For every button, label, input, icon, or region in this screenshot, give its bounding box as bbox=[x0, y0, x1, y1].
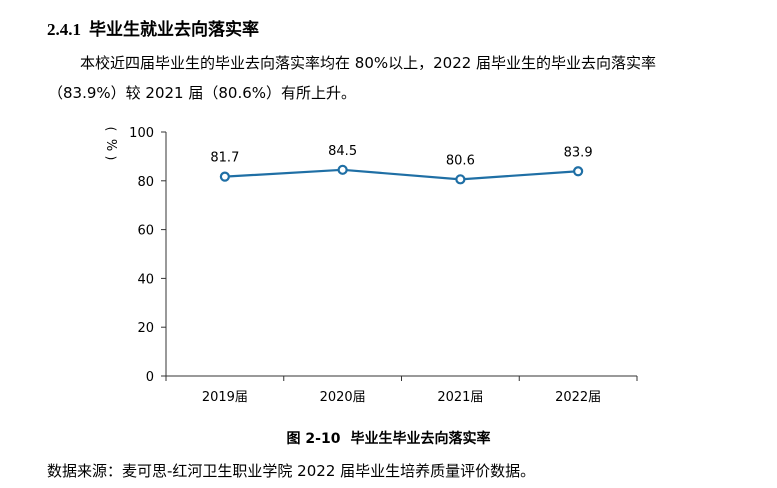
y-tick-label: 60 bbox=[137, 224, 154, 239]
section-number: 2.4.1 bbox=[47, 20, 81, 39]
data-point-marker bbox=[573, 166, 584, 177]
y-tick-label: 0 bbox=[146, 370, 154, 385]
x-axis-ticks: 2019届 2020届 2021届 2022届 bbox=[165, 376, 638, 405]
data-label: 80.6 bbox=[446, 153, 475, 168]
y-tick-label: 40 bbox=[137, 272, 154, 287]
y-axis-label: % bbox=[103, 139, 118, 151]
x-tick-label: 2020届 bbox=[320, 390, 366, 405]
figure-number: 图 2-10 bbox=[286, 431, 341, 447]
y-axis-ticks: 0 20 40 60 80 100 bbox=[129, 126, 166, 385]
y-axis-label-bracket-top: ( bbox=[104, 127, 118, 132]
data-point-marker bbox=[219, 171, 230, 182]
section-title: 毕业生就业去向落实率 bbox=[89, 20, 259, 40]
data-source-note: 数据来源：麦可思-红河卫生职业学院 2022 届毕业生培养质量评价数据。 bbox=[47, 462, 536, 480]
paragraph-line-2: （83.9%）较 2021 届（80.6%）有所上升。 bbox=[48, 84, 357, 102]
data-point-marker bbox=[337, 164, 348, 175]
x-tick-label: 2021届 bbox=[437, 390, 483, 405]
series-line bbox=[224, 168, 579, 181]
figure-caption: 图 2-10 毕业生毕业去向落实率 bbox=[0, 428, 777, 448]
y-axis-label-bracket-bottom: ) bbox=[104, 156, 118, 161]
figure-title: 毕业生毕业去向落实率 bbox=[350, 431, 491, 447]
x-tick-label: 2019届 bbox=[202, 390, 248, 405]
x-tick-label: 2022届 bbox=[555, 390, 601, 405]
series-group: 81.7 84.5 80.6 83.9 bbox=[210, 144, 593, 185]
y-tick-label: 80 bbox=[137, 175, 154, 190]
data-label: 81.7 bbox=[210, 151, 239, 166]
body-paragraph: 本校近四届毕业生的毕业去向落实率均在 80%以上，2022 届毕业生的毕业去向落… bbox=[48, 48, 738, 108]
paragraph-line-1: 本校近四届毕业生的毕业去向落实率均在 80%以上，2022 届毕业生的毕业去向落… bbox=[80, 54, 657, 72]
section-heading: 2.4.1 毕业生就业去向落实率 bbox=[47, 15, 259, 40]
data-point-marker bbox=[455, 174, 466, 185]
chart-axes bbox=[165, 132, 637, 377]
data-label: 84.5 bbox=[328, 144, 357, 159]
y-tick-label: 100 bbox=[129, 126, 154, 141]
y-tick-label: 20 bbox=[137, 321, 154, 336]
data-label: 83.9 bbox=[564, 145, 593, 160]
